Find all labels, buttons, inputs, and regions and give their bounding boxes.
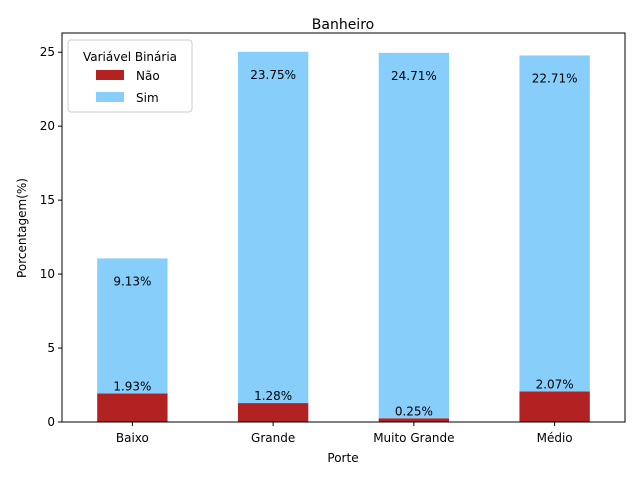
y-tick-label: 0 — [47, 415, 55, 429]
bar-sim-medio — [519, 55, 590, 392]
y-tick-label: 20 — [40, 119, 55, 133]
y-axis: 0 5 10 15 20 25 — [40, 45, 62, 429]
plot-frame — [61, 32, 626, 423]
legend-swatch-sim — [96, 92, 124, 102]
legend-label-nao: Não — [136, 69, 160, 83]
y-tick-label: 5 — [47, 341, 55, 355]
x-axis-label: Porte — [327, 451, 358, 465]
x-tick-label-medio: Médio — [537, 431, 573, 445]
data-label-sim-baixo: 9.13% — [113, 274, 151, 288]
x-tick-label-muito-grande: Muito Grande — [373, 431, 454, 445]
bar-nao-muito-grande — [378, 418, 450, 422]
bar-nao-baixo — [97, 393, 168, 422]
data-label-nao-grande: 1.28% — [254, 389, 292, 403]
bars-layer — [97, 51, 590, 422]
x-tick-label-grande: Grande — [251, 431, 295, 445]
bar-sim-muito-grande — [378, 52, 450, 419]
data-label-nao-muito-grande: 0.25% — [395, 404, 433, 418]
chart-title: Banheiro — [312, 17, 374, 33]
data-label-nao-baixo: 1.93% — [113, 379, 151, 393]
legend: Variável Binária Não Sim — [67, 39, 193, 113]
x-axis: Baixo Grande Muito Grande Médio — [116, 422, 573, 445]
y-axis-label: Porcentagem(%) — [15, 178, 29, 278]
y-tick-label: 10 — [40, 267, 55, 281]
x-tick-label-baixo: Baixo — [116, 431, 149, 445]
bar-sim-grande — [237, 51, 309, 404]
data-label-sim-medio: 22.71% — [532, 71, 578, 85]
data-label-nao-medio: 2.07% — [536, 377, 574, 391]
y-tick-label: 15 — [40, 193, 55, 207]
y-tick-label: 25 — [40, 45, 55, 59]
legend-title: Variável Binária — [83, 50, 177, 64]
bar-labels-layer: 1.93% 9.13% 1.28% 23.75% 0.25% 24.71% 2.07% 22.… — [113, 68, 577, 419]
data-label-sim-grande: 23.75% — [250, 68, 296, 82]
legend-label-sim: Sim — [136, 91, 159, 105]
data-label-sim-muito-grande: 24.71% — [391, 69, 437, 83]
legend-swatch-nao — [96, 70, 124, 80]
bar-nao-grande — [237, 403, 309, 422]
bar-nao-medio — [519, 391, 590, 422]
bar-sim-baixo — [97, 258, 168, 394]
